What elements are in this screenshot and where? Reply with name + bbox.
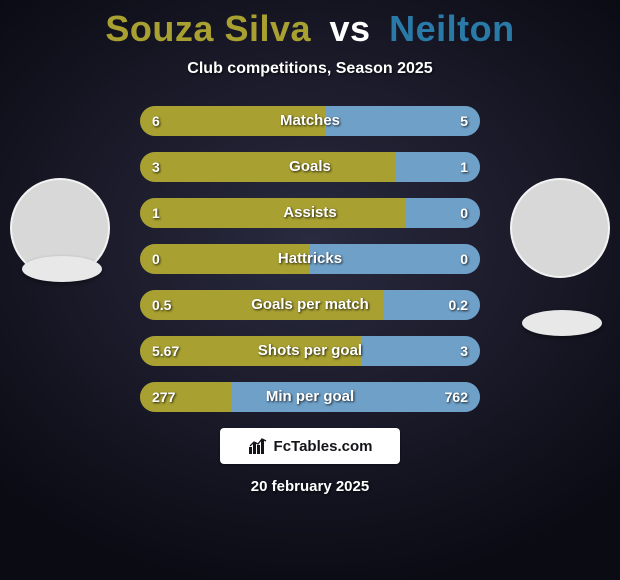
stat-row: 65Matches	[140, 106, 480, 136]
page-title: Souza Silva vs Neilton	[0, 8, 620, 50]
stat-label: Min per goal	[140, 382, 480, 412]
player1-flag	[22, 256, 102, 282]
stat-label: Hattricks	[140, 244, 480, 274]
stat-row: 31Goals	[140, 152, 480, 182]
stat-row: 10Assists	[140, 198, 480, 228]
title-player2: Neilton	[389, 8, 515, 49]
fctables-logo-icon	[248, 437, 268, 455]
stat-row: 00Hattricks	[140, 244, 480, 274]
stat-row: 5.673Shots per goal	[140, 336, 480, 366]
stat-row: 277762Min per goal	[140, 382, 480, 412]
branding-text: FcTables.com	[274, 438, 373, 455]
stat-label: Shots per goal	[140, 336, 480, 366]
stats-container: 65Matches 31Goals 10Assists 00Hattricks 0.50…	[140, 106, 480, 412]
content-wrapper: Souza Silva vs Neilton Club competitions…	[0, 0, 620, 580]
player2-flag	[522, 310, 602, 336]
stat-label: Assists	[140, 198, 480, 228]
player2-avatar	[510, 178, 610, 278]
stat-row: 0.50.2Goals per match	[140, 290, 480, 320]
title-player1: Souza Silva	[105, 8, 311, 49]
subtitle: Club competitions, Season 2025	[0, 60, 620, 78]
stat-label: Goals	[140, 152, 480, 182]
stat-label: Matches	[140, 106, 480, 136]
date-text: 20 february 2025	[0, 478, 620, 495]
stat-label: Goals per match	[140, 290, 480, 320]
branding-badge: FcTables.com	[220, 428, 400, 464]
title-vs: vs	[330, 8, 371, 49]
